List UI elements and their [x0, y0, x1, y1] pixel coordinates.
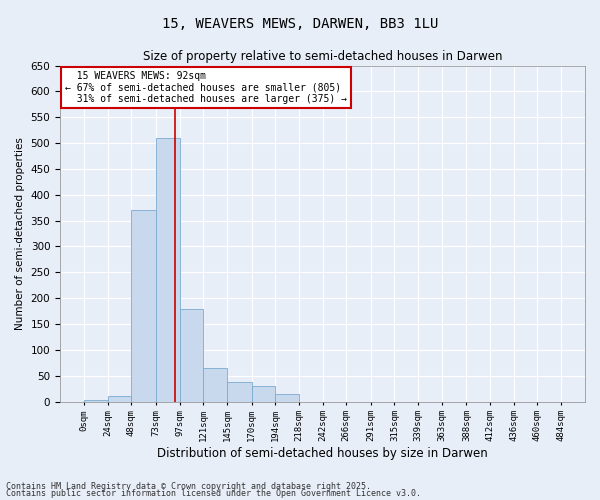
X-axis label: Distribution of semi-detached houses by size in Darwen: Distribution of semi-detached houses by … [157, 447, 488, 460]
Text: Contains HM Land Registry data © Crown copyright and database right 2025.: Contains HM Land Registry data © Crown c… [6, 482, 371, 491]
Bar [275, 394, 299, 402]
Y-axis label: Number of semi-detached properties: Number of semi-detached properties [15, 137, 25, 330]
Text: 15 WEAVERS MEWS: 92sqm  
← 67% of semi-detached houses are smaller (805)
  31% o: 15 WEAVERS MEWS: 92sqm ← 67% of semi-det… [65, 70, 347, 104]
Bar [107, 396, 131, 402]
Bar [156, 138, 179, 402]
Bar [203, 368, 227, 402]
Text: Contains public sector information licensed under the Open Government Licence v3: Contains public sector information licen… [6, 490, 421, 498]
Bar [131, 210, 156, 402]
Text: 15, WEAVERS MEWS, DARWEN, BB3 1LU: 15, WEAVERS MEWS, DARWEN, BB3 1LU [162, 18, 438, 32]
Title: Size of property relative to semi-detached houses in Darwen: Size of property relative to semi-detach… [143, 50, 502, 63]
Bar [227, 382, 251, 402]
Bar [84, 400, 107, 402]
Bar [251, 386, 275, 402]
Bar [179, 308, 203, 402]
